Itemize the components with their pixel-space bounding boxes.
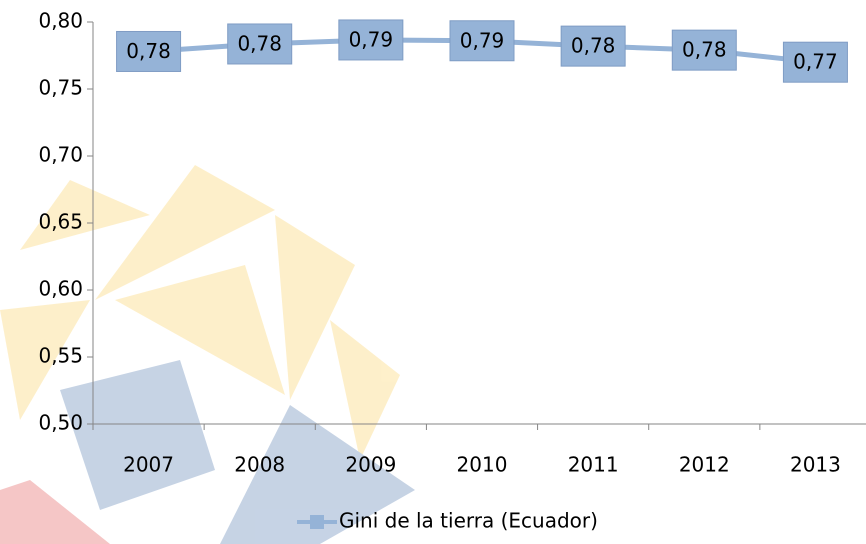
x-tick-label: 2008 bbox=[234, 453, 285, 477]
x-tick-label: 2009 bbox=[345, 453, 396, 477]
data-label: 0,78 bbox=[571, 34, 616, 58]
y-tick-label: 0,50 bbox=[38, 411, 83, 435]
data-label: 0,78 bbox=[126, 39, 171, 63]
data-label-box bbox=[116, 30, 182, 72]
x-tick-label: 2012 bbox=[679, 453, 730, 477]
legend-label: Gini de la tierra (Ecuador) bbox=[339, 509, 598, 533]
x-tick-label: 2007 bbox=[123, 453, 174, 477]
data-label: 0,79 bbox=[460, 28, 505, 52]
data-label: 0,78 bbox=[237, 31, 282, 55]
data-label: 0,79 bbox=[349, 27, 394, 51]
y-tick-label: 0,60 bbox=[38, 277, 83, 301]
x-tick-label: 2013 bbox=[790, 453, 841, 477]
data-label-box bbox=[560, 25, 626, 67]
data-label-box bbox=[671, 29, 737, 71]
y-tick-label: 0,75 bbox=[38, 76, 83, 100]
legend-marker bbox=[310, 515, 324, 529]
background-decoration bbox=[0, 165, 415, 544]
x-tick-label: 2011 bbox=[568, 453, 619, 477]
y-tick-label: 0,65 bbox=[38, 210, 83, 234]
data-label-box bbox=[338, 19, 404, 61]
legend: Gini de la tierra (Ecuador) bbox=[297, 509, 598, 533]
y-tick-label: 0,55 bbox=[38, 344, 83, 368]
data-label-box bbox=[227, 23, 293, 65]
data-label: 0,77 bbox=[793, 50, 838, 74]
data-label: 0,78 bbox=[682, 38, 727, 62]
y-tick-label: 0,80 bbox=[38, 9, 83, 33]
x-tick-label: 2010 bbox=[457, 453, 508, 477]
y-tick-label: 0,70 bbox=[38, 143, 83, 167]
data-label-box bbox=[449, 20, 515, 62]
data-label-box bbox=[782, 41, 848, 83]
